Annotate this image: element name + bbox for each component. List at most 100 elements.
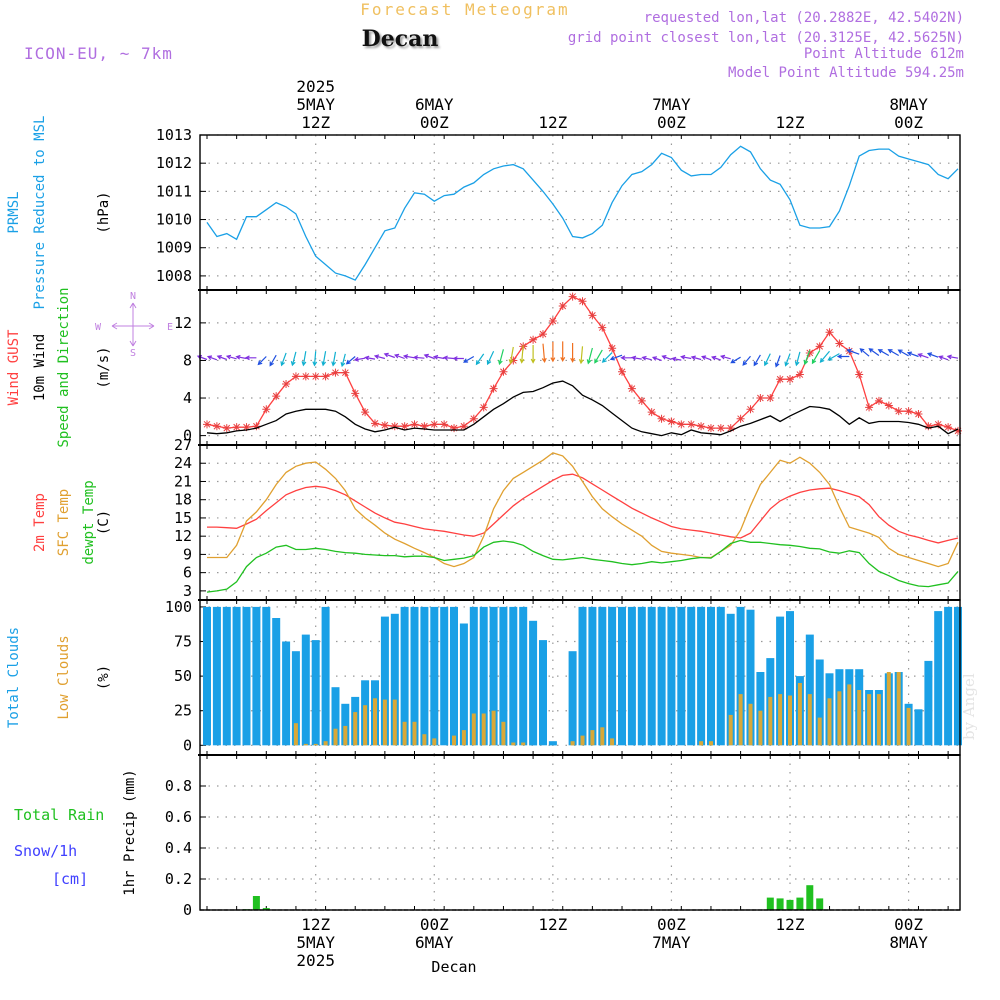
top-time-label: 00Z xyxy=(420,113,449,132)
y-tick-label: 0.8 xyxy=(165,777,192,795)
y-tick-label: 75 xyxy=(174,633,192,651)
wind-arrow xyxy=(530,345,536,364)
top-time-label: 6MAY xyxy=(415,95,454,114)
wind-arrow xyxy=(257,356,267,366)
bar-low-clouds xyxy=(590,730,595,746)
wind-arrow xyxy=(519,345,525,364)
requested-coordinates: requested lon,lat (20.2882E, 42.5402N) xyxy=(643,10,964,26)
bar-low-clouds xyxy=(906,707,911,746)
bar-total-clouds xyxy=(707,606,715,746)
gust-marker xyxy=(548,317,557,325)
compass-west: W xyxy=(95,322,102,333)
y-tick-label: 50 xyxy=(174,667,192,685)
wind-arrow xyxy=(938,355,949,361)
y-tick-label: 6 xyxy=(183,564,192,582)
bar-total-clouds xyxy=(321,606,330,746)
bar-low-clouds xyxy=(758,710,763,746)
gust-marker xyxy=(756,394,765,403)
compass-rose xyxy=(111,302,155,347)
bar-total-clouds xyxy=(529,620,538,746)
bar-total-clouds xyxy=(469,606,478,746)
unit-label: 1hr Precip (mm) xyxy=(122,769,138,895)
bottom-time-label: 12Z xyxy=(301,915,330,934)
bar-total-clouds xyxy=(242,606,251,746)
panel-label: Total Clouds xyxy=(6,627,22,728)
bottom-time-label: 12Z xyxy=(538,915,567,934)
bar-total-rain xyxy=(262,908,270,910)
wind-arrow xyxy=(601,352,613,363)
bar-low-clouds xyxy=(699,741,704,746)
panel-label: Low Clouds xyxy=(56,635,72,719)
wind-arrow xyxy=(730,356,741,364)
y-tick-label: 0 xyxy=(183,427,192,445)
wind-arrow xyxy=(244,355,257,361)
wind-arrow xyxy=(846,348,860,355)
wind-arrow xyxy=(680,354,692,360)
panel-label: Wind GUST xyxy=(6,329,22,405)
wind-arrow xyxy=(578,346,584,365)
bar-total-clouds xyxy=(568,651,577,746)
gust-marker xyxy=(430,420,439,429)
gust-marker xyxy=(865,403,874,412)
bar-total-clouds xyxy=(203,606,211,746)
compass-north: N xyxy=(130,291,136,302)
bar-total-clouds xyxy=(222,606,231,746)
y-tick-label: 0 xyxy=(183,736,192,754)
wind-arrow xyxy=(541,343,547,364)
unit-label: (hPa) xyxy=(96,191,112,233)
bar-low-clouds xyxy=(728,714,733,746)
gust-marker xyxy=(855,370,864,379)
gust-marker xyxy=(786,375,795,384)
gust-marker xyxy=(578,297,587,306)
wind-arrow xyxy=(312,351,318,367)
bar-low-clouds xyxy=(580,735,585,746)
series-line-prmsl xyxy=(206,145,959,281)
bar-low-clouds xyxy=(778,694,783,746)
wind-arrow xyxy=(235,354,247,360)
gust-marker xyxy=(538,330,547,339)
bar-low-clouds xyxy=(363,705,368,746)
unit-label: (C) xyxy=(96,510,112,535)
wind-arrow xyxy=(586,347,593,365)
gust-marker xyxy=(805,348,814,357)
wind-arrow xyxy=(442,355,455,361)
bar-total-clouds xyxy=(331,687,340,746)
bottom-time-label: 6MAY xyxy=(415,933,454,952)
bar-total-clouds xyxy=(618,606,626,746)
panel-label: 2m Temp xyxy=(32,493,48,552)
bar-low-clouds xyxy=(293,723,298,746)
wind-arrow xyxy=(742,355,751,366)
wind-arrow xyxy=(432,354,445,360)
bar-total-clouds xyxy=(291,651,300,746)
bar-total-clouds xyxy=(410,606,419,746)
top-time-label: 00Z xyxy=(894,113,923,132)
bar-total-clouds xyxy=(509,606,518,746)
wind-arrow xyxy=(225,354,237,360)
bottom-time-label: 00Z xyxy=(657,915,686,934)
bar-low-clouds xyxy=(432,738,437,746)
bar-total-rain xyxy=(252,896,260,910)
y-tick-label: 0 xyxy=(183,901,192,919)
gust-marker xyxy=(262,405,271,414)
bar-total-clouds xyxy=(647,606,656,746)
bar-total-clouds xyxy=(667,606,676,746)
bar-total-clouds xyxy=(637,606,646,746)
bar-total-clouds xyxy=(776,616,785,746)
wind-arrow xyxy=(206,355,218,361)
wind-arrow xyxy=(701,355,712,361)
panel-pressure: 1008 1009 1010 1011 1012 1013 PRMSL Pressure Re… xyxy=(6,116,961,310)
bar-total-clouds xyxy=(954,606,962,746)
gust-marker xyxy=(608,344,617,353)
gust-marker xyxy=(637,396,646,405)
y-tick-label: 3 xyxy=(183,582,192,600)
panel-frame xyxy=(199,754,961,911)
bar-total-clouds xyxy=(252,606,261,746)
bar-low-clouds xyxy=(323,741,328,746)
panel-label: Pressure Reduced to MSL xyxy=(32,116,48,310)
gust-marker xyxy=(479,403,488,412)
wind-arrow xyxy=(594,349,603,364)
wind-arrow xyxy=(641,355,652,361)
bar-low-clouds xyxy=(768,696,773,746)
gust-marker xyxy=(459,422,468,431)
